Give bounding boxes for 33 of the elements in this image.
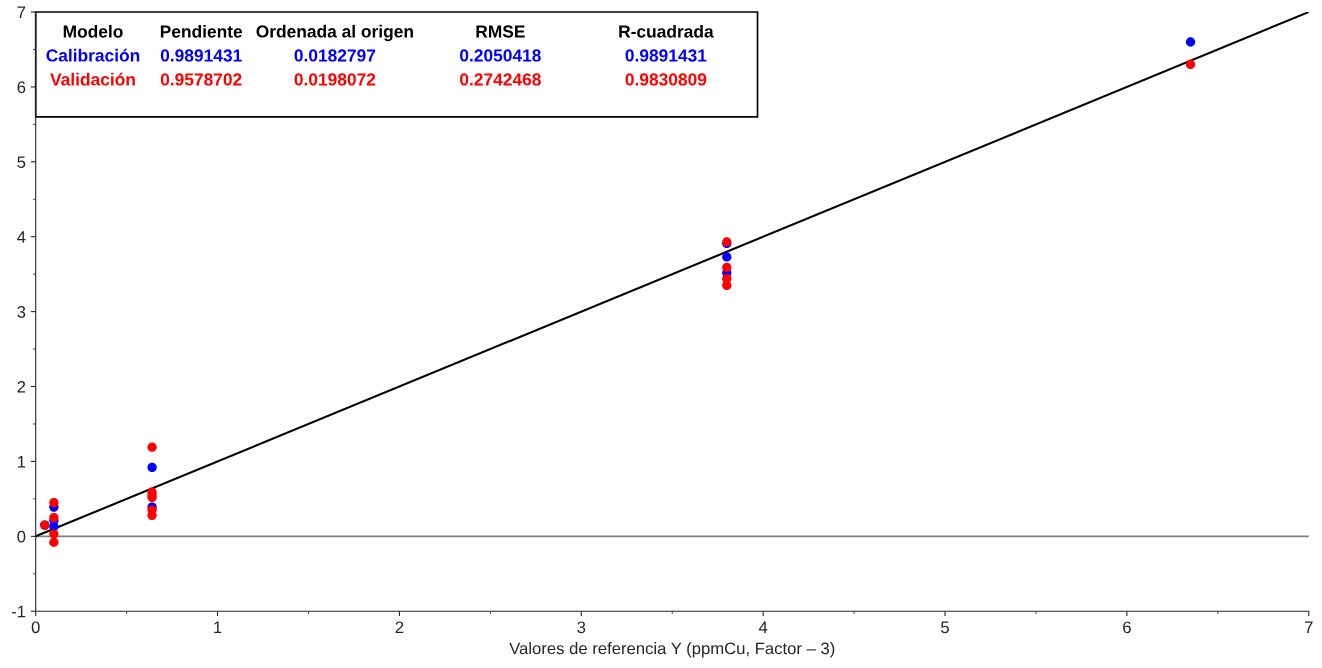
x-tick-label: 7 — [1305, 621, 1313, 634]
x-tick-label: 5 — [941, 621, 949, 634]
annotation: 0.2050418 — [460, 49, 541, 62]
x-tick-label: 3 — [577, 621, 586, 634]
x-tick-label: 0 — [31, 621, 40, 634]
y-tick-label: -1 — [11, 605, 26, 618]
y-tick-label: 0 — [17, 530, 26, 543]
annotation: Modelo — [63, 24, 123, 38]
annotation: 0.9830809 — [625, 73, 707, 86]
annotation: 0.9891431 — [625, 49, 707, 62]
annotation: 0.9578702 — [160, 73, 242, 86]
x-tick-label: 6 — [1123, 621, 1131, 634]
x-tick-label: 1 — [214, 621, 222, 634]
y-tick-label: 7 — [17, 6, 26, 19]
y-tick-label: 4 — [17, 231, 26, 243]
y-tick-label: 1 — [17, 455, 26, 468]
text: Calibración — [46, 48, 140, 62]
annotation: RMSE — [476, 25, 525, 38]
annotation: 0.9891431 — [160, 49, 242, 62]
x-axis-title: Valores de referencia Y (ppmCu, Factor – 3) — [509, 642, 835, 658]
annotation: 0.2742468 — [460, 73, 541, 86]
annotation: 0.0182797 — [294, 49, 376, 62]
annotation: R-cuadrada — [619, 24, 714, 38]
y-tick-label: 6 — [17, 81, 26, 94]
x-tick-label: 4 — [758, 621, 768, 634]
y-tick-label: 3 — [17, 306, 26, 318]
y-tick-label: 5 — [17, 156, 26, 169]
y-tick-label: 2 — [17, 380, 26, 393]
annotation: Pendiente — [160, 24, 243, 38]
annotation: Ordenada al origen — [256, 24, 413, 42]
text: Validación — [50, 72, 135, 86]
annotation: 0.0198072 — [294, 73, 376, 86]
x-tick-label: 2 — [395, 621, 404, 634]
